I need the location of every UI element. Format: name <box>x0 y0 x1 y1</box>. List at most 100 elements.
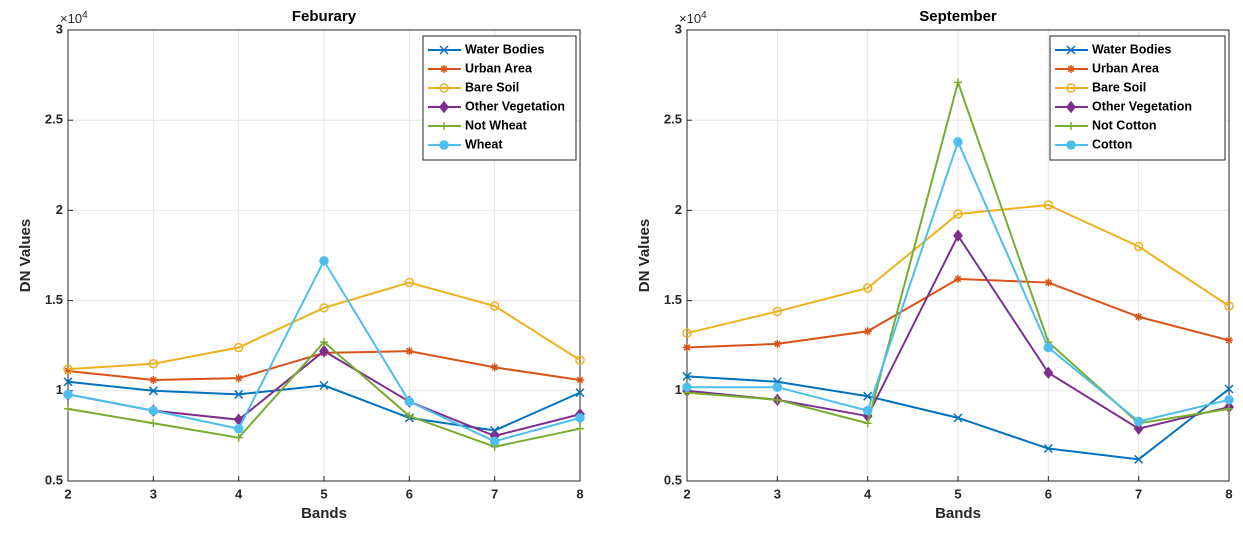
data-point <box>233 342 244 353</box>
legend-marker <box>439 45 449 55</box>
legend-label: Not Cotton <box>1092 118 1157 132</box>
y-tick-label: 2 <box>56 202 63 217</box>
legend-label: Bare Soil <box>1092 80 1146 94</box>
x-tick-label: 8 <box>576 486 583 501</box>
axes-box <box>686 29 1230 482</box>
plot: 0.5 1 1.5 2 2.5 3 2 3 4 5 6 7 8 Feburary Bands DN Value… <box>17 8 585 522</box>
legend-marker <box>1066 83 1076 93</box>
data-point <box>862 283 873 293</box>
y-tick-label: 2.5 <box>45 112 63 127</box>
data-point <box>1043 366 1054 379</box>
data-point <box>1225 336 1233 345</box>
y-tick-label: 1 <box>56 382 63 397</box>
y-exponent-base: ×10 <box>60 11 82 26</box>
legend-label: Wheat <box>465 137 503 151</box>
y-tick-label: 0.5 <box>664 472 682 487</box>
chart-title: September <box>919 8 997 25</box>
legend-label: Cotton <box>1092 137 1132 151</box>
legend-marker <box>439 83 449 93</box>
data-point <box>63 389 73 400</box>
data-point <box>953 413 963 423</box>
y-tick-label: 2 <box>675 202 682 217</box>
data-point <box>63 364 73 374</box>
axes-box <box>67 29 581 482</box>
x-axis-label: Bands <box>935 505 981 522</box>
data-point <box>64 366 72 375</box>
data-point <box>575 413 585 423</box>
data-point <box>575 355 585 365</box>
x-tick-label: 7 <box>491 486 498 501</box>
y-tick-label: 1.5 <box>45 292 63 307</box>
data-point <box>405 412 414 421</box>
data-point <box>954 78 962 87</box>
data-point <box>954 274 962 283</box>
legend-label: Not Wheat <box>465 118 528 132</box>
x-tick-label: 3 <box>150 486 157 501</box>
x-tick-label: 2 <box>683 486 690 501</box>
data-point <box>773 339 782 348</box>
data-point <box>489 436 500 447</box>
legend-marker <box>1066 140 1076 150</box>
legend-box <box>1049 35 1226 161</box>
y-axis-label: DN Values <box>17 219 34 292</box>
data-point <box>863 327 872 336</box>
data-point <box>319 344 329 358</box>
y-tick-label: 1.5 <box>664 292 682 307</box>
data-point <box>490 363 499 372</box>
data-point <box>234 433 243 442</box>
data-point <box>576 424 584 433</box>
data-point <box>576 375 584 384</box>
x-tick-label: 3 <box>774 486 781 501</box>
data-point <box>319 303 329 313</box>
data-point <box>953 137 963 147</box>
legend: Water Bodies Urban Area Bare Soil Other Veg… <box>1049 35 1226 161</box>
plot: 0.5 1 1.5 2 2.5 3 2 3 4 5 6 7 8 September Bands DN Valu… <box>636 8 1234 522</box>
y-exponent-power: 4 <box>701 10 707 21</box>
data-point <box>1133 416 1144 427</box>
legend-label: Water Bodies <box>1092 42 1171 56</box>
y-tick-label: 3 <box>56 21 63 36</box>
data-point <box>1134 312 1143 321</box>
data-point <box>1134 454 1144 464</box>
y-exponent: ×104 <box>679 10 707 27</box>
legend-label: Other Vegetation <box>1092 99 1192 113</box>
y-tick-label: 3 <box>675 21 682 36</box>
data-point <box>1133 422 1144 435</box>
data-point <box>863 391 873 401</box>
data-point <box>404 396 415 407</box>
legend-label: Urban Area <box>465 61 533 75</box>
data-point <box>773 395 782 404</box>
data-point <box>862 405 873 416</box>
data-point <box>683 343 691 352</box>
x-tick-label: 8 <box>1225 486 1232 501</box>
legend-label: Other Vegetation <box>465 99 565 113</box>
data-point <box>148 405 159 416</box>
data-point <box>64 404 72 413</box>
legend-box <box>422 35 577 161</box>
data-point <box>405 347 414 356</box>
x-axis-label: Bands <box>301 505 347 522</box>
data-point <box>1043 443 1053 454</box>
series-line <box>67 281 581 371</box>
x-tick-label: 2 <box>64 486 71 501</box>
data-point <box>1224 384 1234 394</box>
data-point <box>1133 241 1144 252</box>
legend: Water Bodies Urban Area Bare Soil Other Veg… <box>422 35 577 161</box>
legend-marker <box>440 65 448 73</box>
data-point <box>953 209 963 219</box>
x-tick-label: 7 <box>1135 486 1142 501</box>
chart-title: Feburary <box>292 8 357 25</box>
data-point <box>575 388 585 398</box>
x-tick-label: 5 <box>320 486 327 501</box>
legend-marker <box>1067 65 1075 73</box>
legend-marker <box>1066 100 1076 114</box>
data-point <box>682 371 692 381</box>
legend-marker <box>439 140 449 150</box>
y-tick-label: 1 <box>675 382 682 397</box>
data-point <box>404 277 415 288</box>
data-point <box>1224 301 1234 311</box>
y-exponent-base: ×10 <box>679 11 701 26</box>
data-point <box>1044 278 1053 287</box>
data-point <box>234 374 243 383</box>
